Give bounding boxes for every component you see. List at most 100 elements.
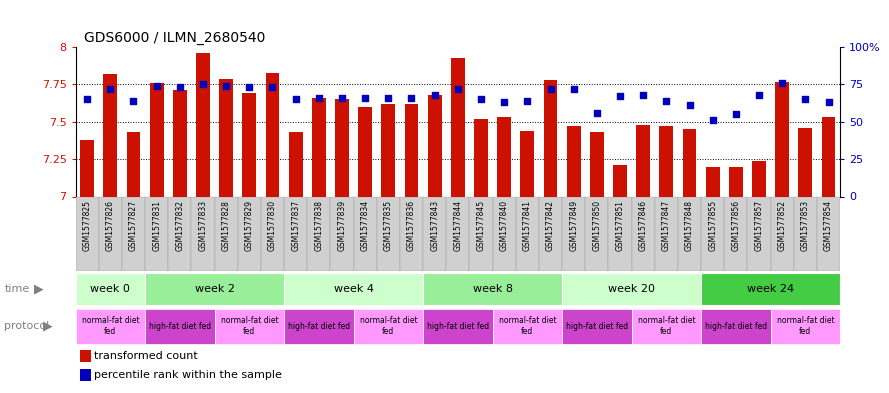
Text: normal-fat diet
fed: normal-fat diet fed — [776, 316, 834, 336]
Bar — [400, 196, 423, 271]
Bar — [80, 369, 91, 381]
Text: percentile rank within the sample: percentile rank within the sample — [94, 370, 282, 380]
Bar — [585, 196, 608, 271]
Point — [613, 93, 627, 99]
Bar — [655, 196, 678, 271]
Bar — [260, 196, 284, 271]
Point — [706, 117, 720, 123]
Bar — [423, 309, 493, 344]
Point — [775, 80, 789, 86]
Bar — [631, 196, 655, 271]
Bar — [358, 107, 372, 196]
Point — [149, 83, 164, 89]
Point — [381, 95, 396, 101]
Bar — [794, 196, 817, 271]
Bar — [168, 196, 191, 271]
Text: protocol: protocol — [4, 321, 50, 331]
Point — [520, 98, 534, 104]
Bar — [145, 196, 168, 271]
Point — [172, 84, 187, 91]
Text: GSM1577842: GSM1577842 — [546, 200, 555, 251]
Point — [683, 102, 697, 108]
Bar — [678, 196, 701, 271]
Bar — [126, 132, 140, 196]
Text: GSM1577854: GSM1577854 — [824, 200, 833, 252]
Text: GSM1577852: GSM1577852 — [778, 200, 787, 251]
Bar — [493, 309, 562, 344]
Point — [821, 99, 836, 106]
Point — [636, 92, 650, 98]
Bar — [331, 196, 354, 271]
Text: GDS6000 / ILMN_2680540: GDS6000 / ILMN_2680540 — [84, 31, 266, 45]
Bar — [493, 196, 516, 271]
Bar — [775, 81, 789, 196]
Text: GSM1577844: GSM1577844 — [453, 200, 462, 252]
Bar — [683, 129, 696, 196]
Bar — [631, 309, 701, 344]
Text: week 2: week 2 — [195, 284, 235, 294]
Point — [242, 84, 256, 91]
Bar — [539, 196, 562, 271]
Text: GSM1577831: GSM1577831 — [152, 200, 161, 251]
Bar — [354, 196, 377, 271]
Bar — [103, 74, 117, 196]
Text: GSM1577832: GSM1577832 — [175, 200, 184, 251]
Bar — [771, 309, 840, 344]
Bar — [312, 98, 325, 196]
Text: GSM1577834: GSM1577834 — [361, 200, 370, 252]
Point — [428, 92, 442, 98]
Point — [266, 84, 280, 91]
Bar — [497, 118, 511, 196]
Bar — [266, 73, 279, 196]
Bar — [423, 273, 562, 305]
Bar — [80, 140, 94, 196]
Text: high-fat diet fed: high-fat diet fed — [705, 322, 767, 331]
Text: GSM1577830: GSM1577830 — [268, 200, 277, 252]
Bar — [798, 128, 813, 196]
Bar — [543, 80, 557, 196]
Bar — [748, 196, 771, 271]
Text: week 8: week 8 — [473, 284, 513, 294]
Point — [497, 99, 511, 106]
Bar — [214, 196, 237, 271]
Bar — [220, 79, 233, 196]
Text: normal-fat diet
fed: normal-fat diet fed — [637, 316, 695, 336]
Text: GSM1577839: GSM1577839 — [338, 200, 347, 252]
Bar — [516, 196, 539, 271]
Point — [752, 92, 766, 98]
Bar — [284, 273, 423, 305]
Point — [589, 110, 604, 116]
Bar — [308, 196, 331, 271]
Bar — [122, 196, 145, 271]
Point — [358, 95, 372, 101]
Point — [729, 111, 743, 118]
Bar — [76, 273, 145, 305]
Point — [404, 95, 419, 101]
Text: GSM1577849: GSM1577849 — [569, 200, 578, 252]
Text: week 24: week 24 — [747, 284, 794, 294]
Bar — [191, 196, 214, 271]
Bar — [404, 104, 419, 196]
Point — [80, 96, 94, 103]
Bar — [145, 273, 284, 305]
Point — [660, 98, 674, 104]
Bar — [284, 196, 308, 271]
Text: high-fat diet fed: high-fat diet fed — [427, 322, 489, 331]
Text: time: time — [4, 284, 29, 294]
Text: GSM1577827: GSM1577827 — [129, 200, 138, 251]
Text: GSM1577828: GSM1577828 — [221, 200, 230, 251]
Bar — [566, 126, 581, 196]
Bar — [469, 196, 493, 271]
Text: GSM1577826: GSM1577826 — [106, 200, 115, 251]
Text: week 20: week 20 — [608, 284, 655, 294]
Bar — [562, 273, 701, 305]
Bar — [706, 167, 719, 196]
Bar — [562, 196, 585, 271]
Text: GSM1577850: GSM1577850 — [592, 200, 601, 252]
Point — [451, 86, 465, 92]
Point — [289, 96, 303, 103]
Bar — [701, 273, 840, 305]
Bar — [76, 196, 99, 271]
Point — [474, 96, 488, 103]
Text: ▶: ▶ — [43, 320, 52, 333]
